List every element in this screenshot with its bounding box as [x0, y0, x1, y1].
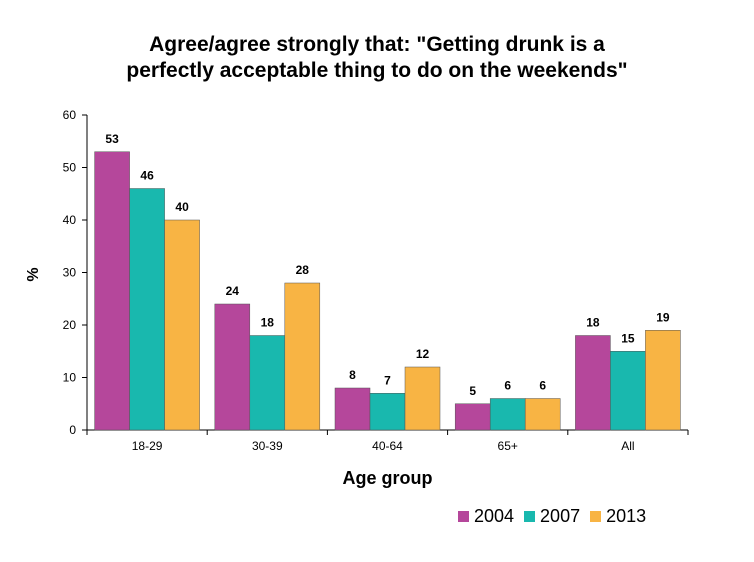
- legend: 2004 2007 2013: [458, 506, 656, 527]
- bar-2007-18-29: [129, 188, 165, 431]
- bar-2004-All: [575, 335, 611, 431]
- bar-2007-30-39: [249, 335, 286, 431]
- legend-swatch-2013: [590, 511, 602, 522]
- chart-title-line-2: perfectly acceptable thing to do on the …: [126, 59, 628, 82]
- data-label-2004-65+: 5: [469, 384, 476, 398]
- data-label-2013-All: 19: [656, 310, 670, 324]
- data-label-2004-30-39: 24: [226, 284, 240, 298]
- legend-label-2013: 2013: [606, 506, 647, 526]
- data-label-2007-40-64: 7: [384, 373, 391, 387]
- legend-item-2004: 2004: [458, 506, 514, 527]
- bar-2004-18-29: [94, 151, 130, 431]
- bar-2007-40-64: [369, 393, 406, 431]
- legend-label-2004: 2004: [474, 506, 515, 526]
- x-axis-label: Age group: [343, 468, 433, 488]
- bar-2004-65+: [454, 403, 491, 431]
- data-label-2004-40-64: 8: [349, 368, 356, 382]
- chart-title: Agree/agree strongly that: "Getting drun…: [0, 32, 754, 84]
- chart-title-line-1: Agree/agree strongly that: "Getting drun…: [149, 33, 605, 56]
- data-label-2007-18-29: 46: [140, 169, 154, 183]
- data-label-2013-65+: 6: [539, 379, 546, 393]
- data-label-2004-18-29: 53: [105, 132, 119, 146]
- y-tick-label: 40: [63, 213, 77, 227]
- legend-item-2007: 2007: [524, 506, 580, 527]
- data-label-2007-30-39: 18: [261, 316, 275, 330]
- legend-swatch-2007: [524, 511, 536, 522]
- y-tick-label: 10: [63, 371, 77, 385]
- bar-2013-40-64: [404, 366, 441, 431]
- legend-swatch-2004: [458, 511, 469, 522]
- bar-2013-30-39: [284, 282, 321, 431]
- y-tick-label: 60: [63, 108, 77, 122]
- x-tick-label-All: All: [621, 439, 634, 453]
- legend-label-2007: 2007: [540, 506, 581, 526]
- x-tick-label-30-39: 30-39: [252, 439, 283, 453]
- data-label-2007-65+: 6: [504, 379, 511, 393]
- y-tick-label: 50: [63, 161, 77, 175]
- x-tick-label-18-29: 18-29: [132, 439, 163, 453]
- x-tick-label-65+: 65+: [498, 439, 518, 453]
- bar-2007-65+: [489, 398, 526, 431]
- legend-item-2013: 2013: [590, 506, 646, 527]
- data-label-2013-30-39: 28: [296, 263, 310, 277]
- data-label-2007-All: 15: [621, 331, 635, 345]
- bar-2007-All: [610, 351, 646, 431]
- data-label-2013-40-64: 12: [416, 347, 430, 361]
- y-tick-label: 30: [63, 266, 77, 280]
- bar-2004-30-39: [214, 303, 251, 431]
- bar-2013-All: [645, 330, 681, 431]
- y-axis-label: %: [25, 267, 42, 281]
- data-label-2013-18-29: 40: [175, 200, 189, 214]
- bar-2004-40-64: [334, 387, 371, 431]
- data-label-2004-All: 18: [586, 316, 600, 330]
- bar-2013-18-29: [164, 219, 200, 431]
- bar-2013-65+: [524, 398, 561, 431]
- y-tick-label: 20: [63, 318, 77, 332]
- x-tick-label-40-64: 40-64: [372, 439, 403, 453]
- y-tick-label: 0: [69, 423, 76, 437]
